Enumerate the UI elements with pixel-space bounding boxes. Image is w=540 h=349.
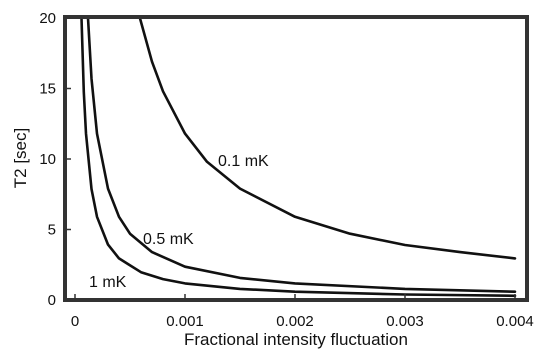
series-label-1-mk: 1 mK (89, 274, 127, 291)
y-axis-title: T2 [sec] (11, 128, 30, 188)
x-axis-ticks: 0 0.001 0.002 0.003 0.004 (71, 294, 534, 330)
series-line-0-1-mk (138, 16, 517, 260)
y-axis-ticks: 0 5 10 15 20 (39, 10, 71, 309)
x-axis-title: Fractional intensity fluctuation (184, 330, 408, 349)
x-tick-label: 0.001 (166, 313, 204, 330)
x-tick-label: 0.003 (386, 313, 424, 330)
y-tick-label: 20 (39, 10, 56, 27)
y-tick-label: 5 (48, 222, 56, 239)
y-tick-label: 0 (48, 292, 56, 309)
series-label-0-1-mk: 0.1 mK (218, 153, 269, 170)
y-tick-label: 10 (39, 151, 56, 168)
plot-frame (63, 15, 529, 302)
series-line-1-mk (80, 16, 517, 298)
series-line-0-5-mk (86, 16, 517, 294)
x-tick-label: 0.004 (496, 313, 534, 330)
x-tick-label: 0 (71, 313, 79, 330)
curves-layer (80, 16, 517, 298)
y-tick-label: 15 (39, 81, 56, 98)
series-label-0-5-mk: 0.5 mK (143, 231, 194, 248)
x-tick-label: 0.002 (276, 313, 314, 330)
